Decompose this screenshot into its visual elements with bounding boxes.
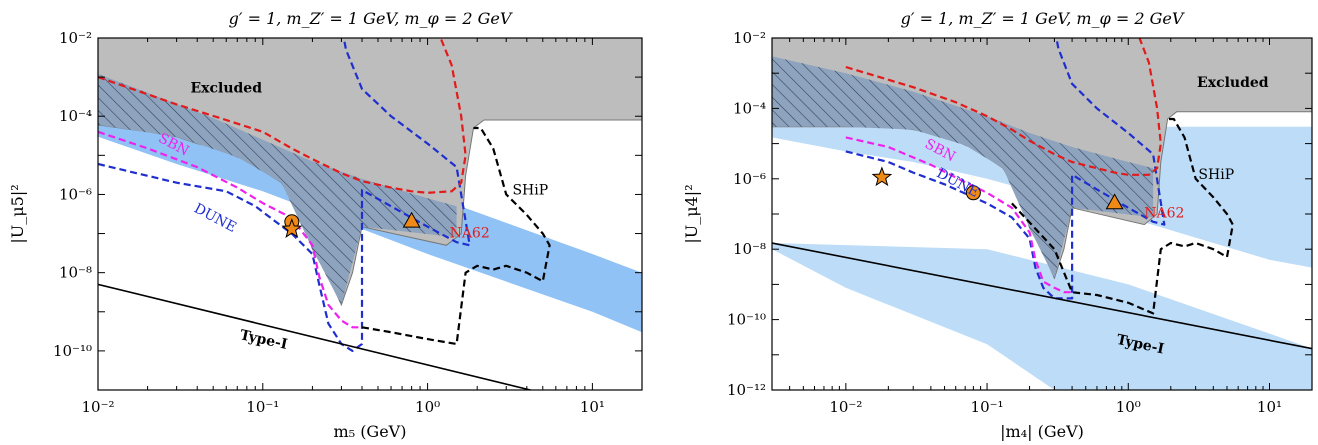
marker-circle [965, 185, 981, 201]
x-tick-label: 10⁻² [829, 398, 862, 416]
marker-star [281, 218, 303, 238]
sensitivity-band [772, 126, 1312, 390]
x-tick-label: 10⁻¹ [246, 398, 279, 416]
region-label: Excluded [190, 81, 262, 97]
region-label: SHiP [512, 182, 548, 198]
y-tick-label: 10⁻⁸ [733, 240, 766, 258]
marker-triangle [1105, 193, 1124, 210]
y-tick-label: 10⁻⁴ [59, 107, 92, 125]
region-label: DUNE [191, 201, 239, 236]
x-tick-label: 10¹ [1257, 398, 1282, 416]
marker-star [871, 166, 893, 187]
y-axis-label: |U_μ4|² [682, 184, 701, 243]
series-na62 [845, 38, 1162, 176]
series-dune [845, 38, 1166, 300]
y-axis-label: |U_μ5|² [8, 184, 27, 243]
x-axis-label: |m₄| (GeV) [1000, 422, 1084, 441]
y-tick-label: 10⁻² [733, 29, 766, 47]
chart-title: g′ = 1, m_Z′ = 1 GeV, m_φ = 2 GeV [229, 9, 513, 28]
x-axis-label: m₅ (GeV) [334, 422, 407, 441]
y-tick-label: 10⁻¹⁰ [727, 311, 766, 329]
y-tick-label: 10⁻⁶ [59, 185, 92, 203]
hatched-region [772, 56, 1154, 279]
x-tick-label: 10⁰ [415, 398, 440, 416]
series-sbn [845, 136, 1073, 294]
x-tick-label: 10⁰ [1116, 398, 1141, 416]
series-na62 [98, 38, 467, 194]
series-type-i [98, 283, 534, 390]
series-ship [361, 126, 551, 346]
region-label: SHiP [1198, 167, 1234, 183]
y-tick-label: 10⁻⁴ [733, 99, 766, 117]
y-tick-label: 10⁻⁸ [59, 264, 92, 282]
series-type-i [772, 242, 1312, 350]
y-tick-label: 10⁻¹⁰ [53, 342, 92, 360]
region-label: NA62 [450, 225, 490, 241]
region-label: Excluded [1197, 75, 1269, 91]
region-label: Type-I [238, 327, 288, 353]
series-ship [1011, 117, 1234, 315]
x-tick-label: 10⁻² [81, 398, 114, 416]
chart-title: g′ = 1, m_Z′ = 1 GeV, m_φ = 2 GeV [901, 9, 1185, 28]
hatched-region [98, 74, 457, 305]
marker-triangle [402, 211, 421, 228]
plot-frame [97, 37, 643, 391]
x-tick-label: 10⁻¹ [971, 398, 1004, 416]
region-label: NA62 [1144, 205, 1184, 221]
series-sbn [98, 130, 362, 329]
x-tick-label: 10¹ [580, 398, 605, 416]
y-tick-label: 10⁻⁶ [733, 170, 766, 188]
y-tick-label: 10⁻² [59, 29, 92, 47]
y-tick-label: 10⁻¹² [727, 381, 766, 399]
